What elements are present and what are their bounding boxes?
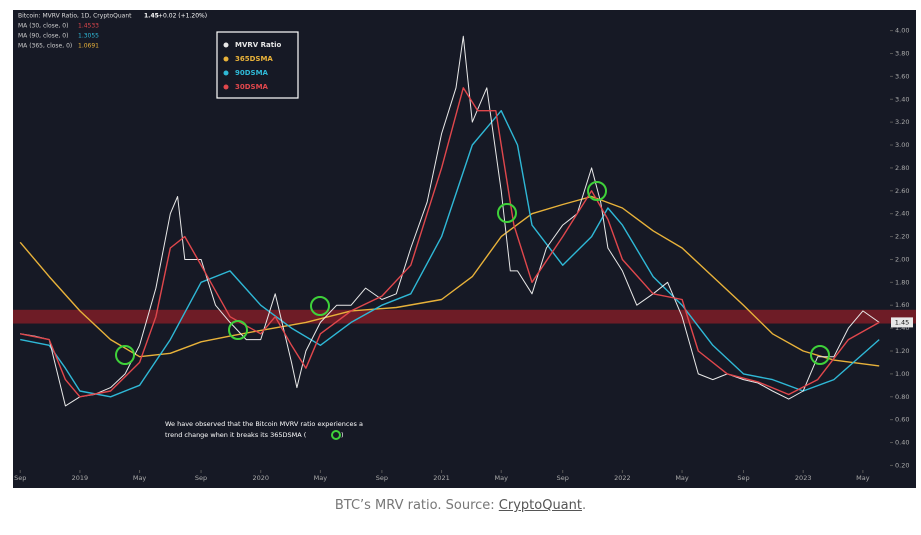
crossing-circle: [115, 345, 135, 365]
x-tick-label: Sep: [557, 474, 569, 482]
y-tick-label: 0.40: [895, 439, 909, 447]
y-tick-label: 1.00: [895, 370, 909, 378]
crossing-circle: [497, 203, 517, 223]
y-tick-label: 2.00: [895, 255, 909, 263]
caption-link[interactable]: CryptoQuant: [498, 498, 582, 513]
annotation: We have observed that the Bitcoin MVRV r…: [165, 420, 363, 428]
x-tick-label: 2019: [72, 474, 89, 482]
y-tick-label: 1.20: [895, 347, 909, 355]
caption-end: .: [582, 498, 587, 513]
y-tick-label: 2.80: [895, 164, 909, 172]
y-tick-label: 1.80: [895, 278, 909, 286]
crossing-circle: [810, 345, 830, 365]
x-tick-label: Sep: [14, 474, 26, 482]
header-ma-label: MA (30, close, 0): [18, 23, 68, 30]
caption: BTC’s MRV ratio. Source: CryptoQuant.: [0, 498, 921, 513]
caption-text: BTC’s MRV ratio. Source:: [334, 498, 499, 513]
y-tick-label: 3.00: [895, 141, 909, 149]
y-tick-label: 2.20: [895, 233, 909, 241]
header-ma-value: 1.0691: [78, 43, 99, 50]
y-tick-label: 0.80: [895, 393, 909, 401]
header-symbol: Bitcoin: MVRV Ratio, 1D, CryptoQuant: [18, 13, 132, 20]
header-ma-label: MA (365, close, 0): [18, 43, 72, 50]
series-line: [20, 35, 880, 407]
x-tick-label: May: [675, 474, 689, 482]
legend-box: [216, 31, 299, 99]
crossing-markers: [115, 181, 830, 440]
legend-label: 90DSMA: [235, 69, 269, 77]
x-tick-label: 2020: [252, 474, 269, 482]
x-tick-label: Sep: [195, 474, 207, 482]
header-last: 1.45: [144, 13, 159, 20]
y-tick-label: 3.20: [895, 118, 909, 126]
crossing-circle: [587, 181, 607, 201]
y-tick-label: 0.60: [895, 416, 909, 424]
highlight-band: [13, 309, 916, 324]
x-tick-label: Sep: [376, 474, 388, 482]
y-tick-label: 1.60: [895, 301, 909, 309]
legend-label: 365DSMA: [235, 55, 273, 63]
annotation: ): [341, 431, 344, 439]
annotation: trend change when it breaks its 365DSMA …: [165, 431, 307, 439]
x-tick-label: Sep: [737, 474, 749, 482]
legend-dot: [223, 42, 229, 48]
x-tick-label: 2022: [614, 474, 631, 482]
y-tick-label: 2.60: [895, 187, 909, 195]
y-tick-label: 3.40: [895, 95, 909, 103]
legend-dot: [223, 84, 229, 90]
header-change: +0.02 (+1.20%): [158, 13, 207, 20]
x-tick-label: 2023: [795, 474, 812, 482]
last-value-label: 1.45: [895, 318, 909, 326]
y-tick-label: 2.40: [895, 210, 909, 218]
legend-label: 30DSMA: [235, 83, 269, 91]
chart: 0.20 0.40 0.60 0.80 1.00 1.20 1.40 1.60 1.80 2.00…: [13, 10, 916, 488]
y-tick-label: 0.20: [895, 461, 909, 469]
header-ma-value: 1.4533: [78, 23, 99, 30]
y-tick-label: 3.60: [895, 72, 909, 80]
legend-dot: [223, 70, 229, 76]
y-tick-label: 3.80: [895, 49, 909, 57]
x-tick-label: May: [495, 474, 509, 482]
series-line: [19, 195, 880, 367]
header-ma-value: 1.3055: [78, 33, 99, 40]
x-tick-label: May: [314, 474, 328, 482]
crossing-circle: [310, 296, 330, 316]
legend-dot: [223, 56, 229, 62]
crossing-circle: [228, 320, 248, 340]
y-tick-label: 1.40: [895, 324, 909, 332]
series-line: [20, 87, 880, 398]
last-value-box: [891, 317, 913, 328]
x-tick-label: 2021: [433, 474, 450, 482]
crossing-circle-key: [331, 430, 341, 440]
chart-background: [13, 10, 916, 488]
legend: MVRV Ratio 365DSMA 90DSMA 30DSMA: [216, 31, 299, 99]
header-ma-label: MA (90, close, 0): [18, 33, 68, 40]
x-tick-label: May: [133, 474, 147, 482]
legend-label: MVRV Ratio: [235, 41, 281, 49]
series-line: [20, 110, 880, 398]
x-tick-label: May: [856, 474, 870, 482]
y-tick-label: 4.00: [895, 27, 909, 35]
